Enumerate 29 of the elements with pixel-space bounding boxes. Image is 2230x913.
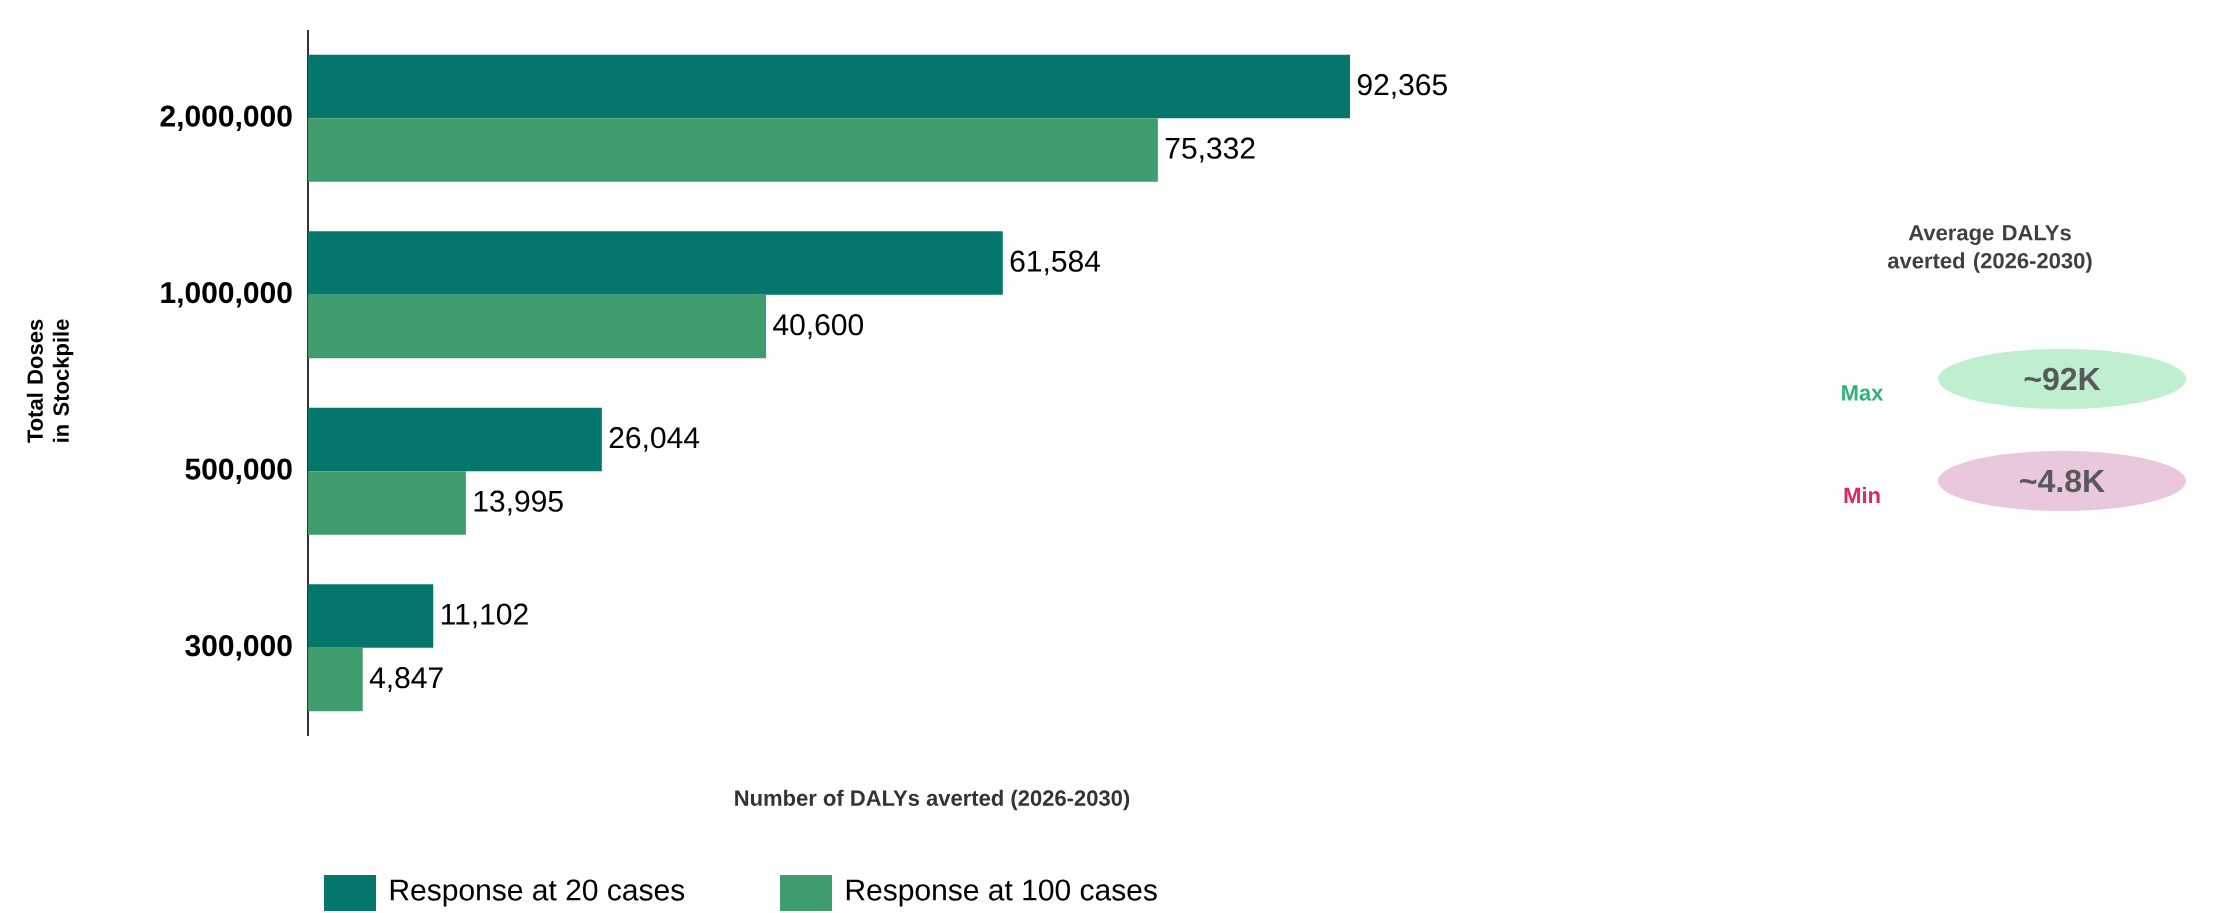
bar [308,584,434,648]
data-label: 4,847 [369,667,443,692]
data-label: 40,600 [773,314,863,339]
y-axis-title: Total Doses in Stockpile [26,319,74,443]
text: Min [1844,487,1880,503]
data-label: 11,102 [441,603,528,629]
data-label: 92,365 [1357,74,1447,99]
bar [308,231,1003,295]
y-tick-label: 2,000,000 [160,105,292,132]
bar [308,647,363,712]
data-label: 61,584 [1010,250,1101,276]
data-label: 26,044 [609,427,700,452]
y-tick-label: 500,000 [185,458,292,485]
text: Max [1842,385,1884,401]
text: Average DALYs averted (2026-2030) [1887,225,2092,273]
x-axis-title: Number of DALYs averted (2026-2030) [735,789,1130,811]
bar [308,54,1351,119]
bar [308,294,767,359]
text: ~4.8K [2020,469,2105,493]
bar [308,471,466,535]
data-label: 75,332 [1165,137,1255,163]
bar [308,118,1158,182]
y-tick-label: 1,000,000 [161,281,292,308]
legend-label: Response at 100 cases [846,879,1157,907]
data-label: 13,995 [474,490,563,516]
y-tick-label: 300,000 [185,634,292,661]
bar [308,407,602,472]
text: ~92K [2024,367,2101,391]
legend-label: Response at 20 cases [390,879,685,907]
